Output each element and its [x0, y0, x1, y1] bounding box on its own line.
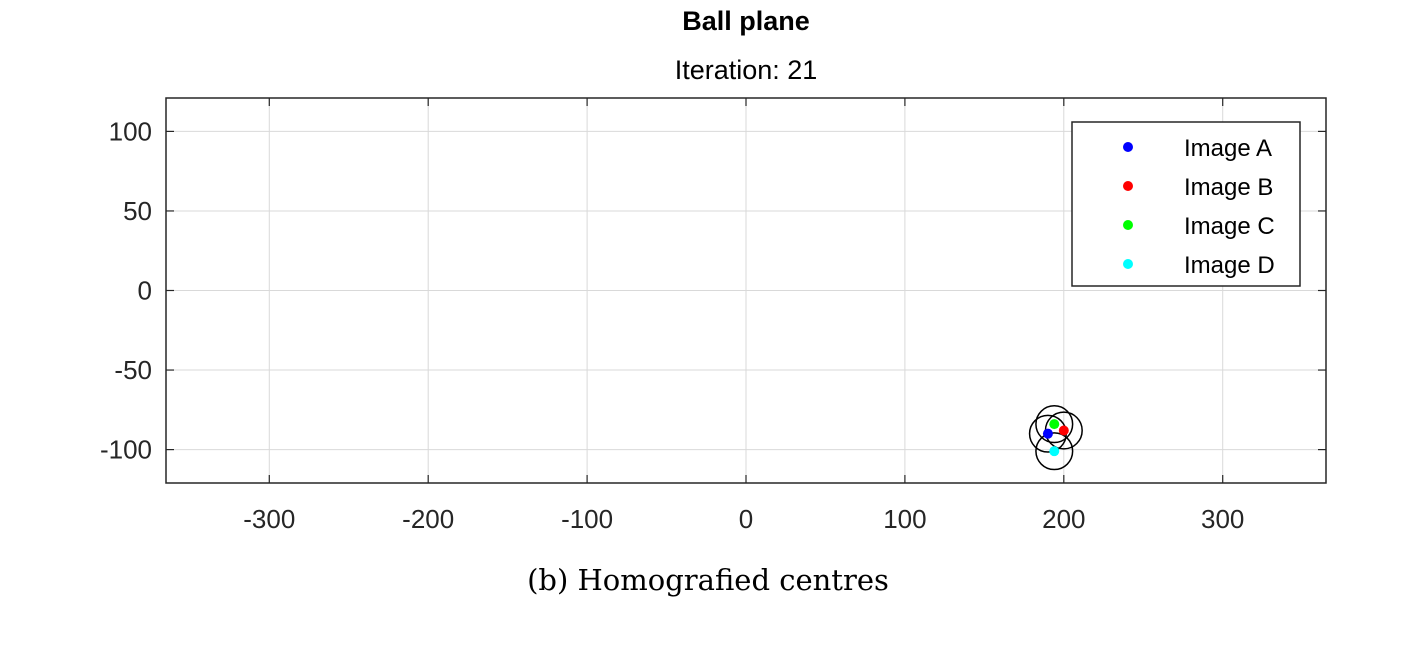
legend-label: Image D — [1184, 252, 1275, 279]
legend-box — [1071, 121, 1301, 287]
x-tick-label: 200 — [1042, 504, 1085, 534]
legend-marker — [1123, 259, 1133, 269]
legend-marker — [1123, 142, 1133, 152]
x-tick-label: -300 — [243, 504, 295, 534]
uncertainty-circle — [1035, 432, 1074, 471]
x-axis-tick-labels: -300 -200 -100 0 100 200 300 — [243, 504, 1244, 534]
data-points — [1042, 419, 1069, 457]
uncertainty-circle — [1035, 405, 1074, 444]
legend: Image A Image B Image C Image D — [1071, 121, 1301, 287]
x-tick-label: 300 — [1201, 504, 1244, 534]
axis-ticks — [166, 98, 1326, 483]
circle-markers — [1028, 405, 1083, 471]
data-point-image-b — [1058, 425, 1069, 436]
figure-caption: (b) Homografied centres — [527, 563, 889, 597]
y-tick-label: 50 — [123, 196, 152, 226]
legend-label: Image B — [1184, 174, 1273, 201]
y-tick-label: -50 — [114, 355, 152, 385]
y-tick-label: 0 — [138, 276, 152, 306]
legend-marker — [1123, 220, 1133, 230]
x-tick-label: 0 — [739, 504, 753, 534]
chart-subtitle: Iteration: 21 — [675, 55, 818, 85]
data-point-image-c — [1049, 419, 1060, 430]
y-tick-label: 100 — [109, 116, 152, 146]
x-tick-label: -200 — [402, 504, 454, 534]
chart-title: Ball plane — [682, 6, 810, 36]
data-point-image-a — [1042, 428, 1053, 439]
y-axis-tick-labels: 100 50 0 -50 -100 — [100, 116, 152, 464]
data-point-image-d — [1049, 446, 1060, 457]
legend-label: Image A — [1184, 135, 1272, 162]
legend-marker — [1123, 181, 1133, 191]
x-tick-label: -100 — [561, 504, 613, 534]
y-tick-label: -100 — [100, 435, 152, 465]
x-tick-label: 100 — [883, 504, 926, 534]
legend-label: Image C — [1184, 213, 1275, 240]
